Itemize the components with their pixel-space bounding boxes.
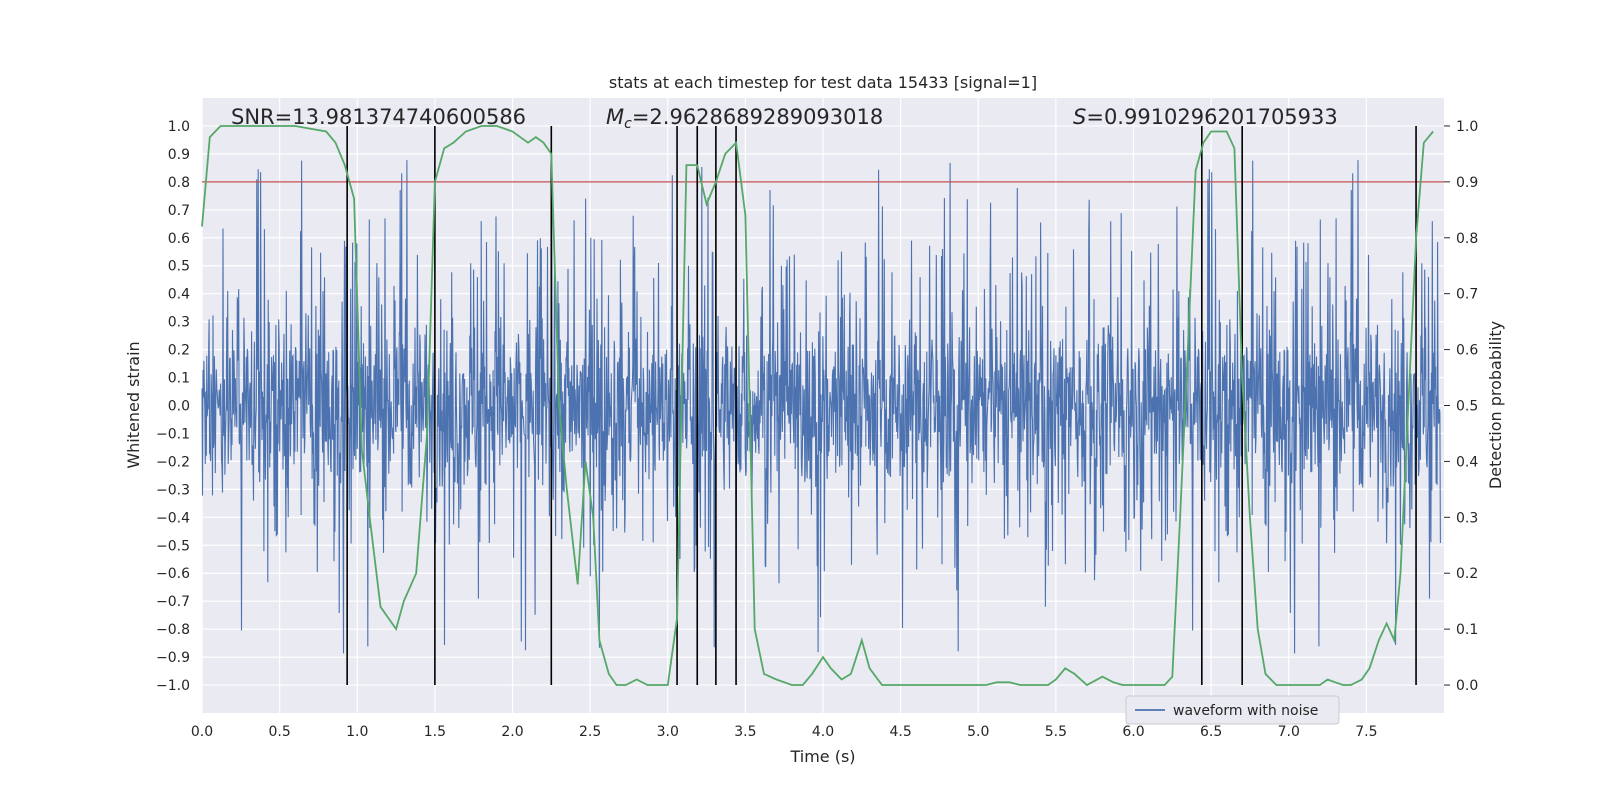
x-tick-label: 5.0 [967,724,989,740]
x-tick-label: 5.5 [1045,724,1067,740]
legend: waveform with noise [1125,695,1340,725]
right-y-tick-label: 0.8 [1456,231,1478,247]
left-y-tick-label: −0.8 [156,622,190,638]
left-y-tick-label: −0.9 [156,650,190,666]
x-tick-label: 4.5 [889,724,911,740]
s-value: =0.9910296201705933 [1086,105,1337,129]
left-y-tick-label: 0.8 [168,175,190,191]
right-y-tick-label: 0.2 [1456,566,1478,582]
chirp-mass-subscript: c [624,116,632,132]
right-y-tick-label: 1.0 [1456,119,1478,135]
left-y-tick-label: 0.2 [168,343,190,359]
snr-annotation: SNR=13.981374740600586 [231,105,526,129]
left-y-tick-label: 0.1 [168,371,190,387]
right-y-tick-label: 0.5 [1456,399,1478,415]
x-tick-label: 7.0 [1278,724,1300,740]
left-y-tick-label: 1.0 [168,119,190,135]
chirp-mass-value: =2.9628689289093018 [632,105,883,129]
left-y-tick-label: 0.0 [168,399,190,415]
right-y-tick-label: 0.6 [1456,343,1478,359]
left-y-axis-label: Whitened strain [124,341,143,468]
legend-label: waveform with noise [1173,703,1318,719]
s-annotation: S=0.9910296201705933 [1073,105,1338,129]
x-tick-label: 4.0 [812,724,834,740]
left-y-tick-label: 0.7 [168,203,190,219]
legend-box [1125,695,1340,725]
chirp-mass-annotation: Mc=2.9628689289093018 [606,105,883,132]
x-tick-label: 2.0 [501,724,523,740]
x-tick-labels: 0.0 0.5 1.0 1.5 2.0 2.5 3.0 3.5 4.0 4.5 5.0 5.5 6.0 6… [191,724,1378,740]
left-y-tick-label: −0.6 [156,566,190,582]
x-axis-label: Time (s) [789,747,855,766]
left-y-tick-label: 0.4 [168,287,190,303]
right-y-tick-label: 0.4 [1456,454,1478,470]
right-y-tick-label: 0.1 [1456,622,1478,638]
detection-probability-line [201,125,1434,687]
left-y-tick-label: −0.3 [156,482,190,498]
x-tick-label: 2.5 [579,724,601,740]
x-tick-label: 0.5 [268,724,290,740]
chart-title: stats at each timestep for test data 154… [609,73,1037,92]
chirp-mass-symbol: M [606,105,624,129]
x-tick-label: 6.5 [1200,724,1222,740]
x-tick-label: 6.0 [1122,724,1144,740]
left-y-tick-label: 0.3 [168,315,190,331]
x-tick-label: 3.0 [657,724,679,740]
waveform-trace [201,160,1441,654]
right-y-tick-labels: 1.0 0.9 0.8 0.7 0.6 0.5 0.4 0.3 0.2 0.1 0.0 [1444,119,1478,694]
left-y-tick-label: −0.5 [156,538,190,554]
left-y-tick-label: −0.4 [156,510,190,526]
waveform-series [201,160,1441,654]
left-y-tick-label: 0.9 [168,147,190,163]
right-y-tick-label: 0.9 [1456,175,1478,191]
x-tick-label: 0.0 [191,724,213,740]
right-y-tick-label: 0.0 [1456,678,1478,694]
s-symbol: S [1073,105,1086,129]
left-y-tick-labels: 1.0 0.9 0.8 0.7 0.6 0.5 0.4 0.3 0.2 0.1 0.0 −0.1 −0.… [156,119,190,694]
x-tick-label: 3.5 [734,724,756,740]
right-y-axis-label: Detection probability [1486,321,1505,489]
right-y-tick-label: 0.3 [1456,510,1478,526]
right-y-tick-label: 0.7 [1456,287,1478,303]
left-y-tick-label: −0.2 [156,454,190,470]
left-y-tick-label: 0.6 [168,231,190,247]
left-y-tick-label: −1.0 [156,678,190,694]
left-y-tick-label: −0.7 [156,594,190,610]
left-y-tick-label: −0.1 [156,426,190,442]
x-tick-label: 7.5 [1355,724,1377,740]
x-tick-label: 1.0 [346,724,368,740]
left-y-tick-label: 0.5 [168,259,190,275]
x-tick-label: 1.5 [424,724,446,740]
